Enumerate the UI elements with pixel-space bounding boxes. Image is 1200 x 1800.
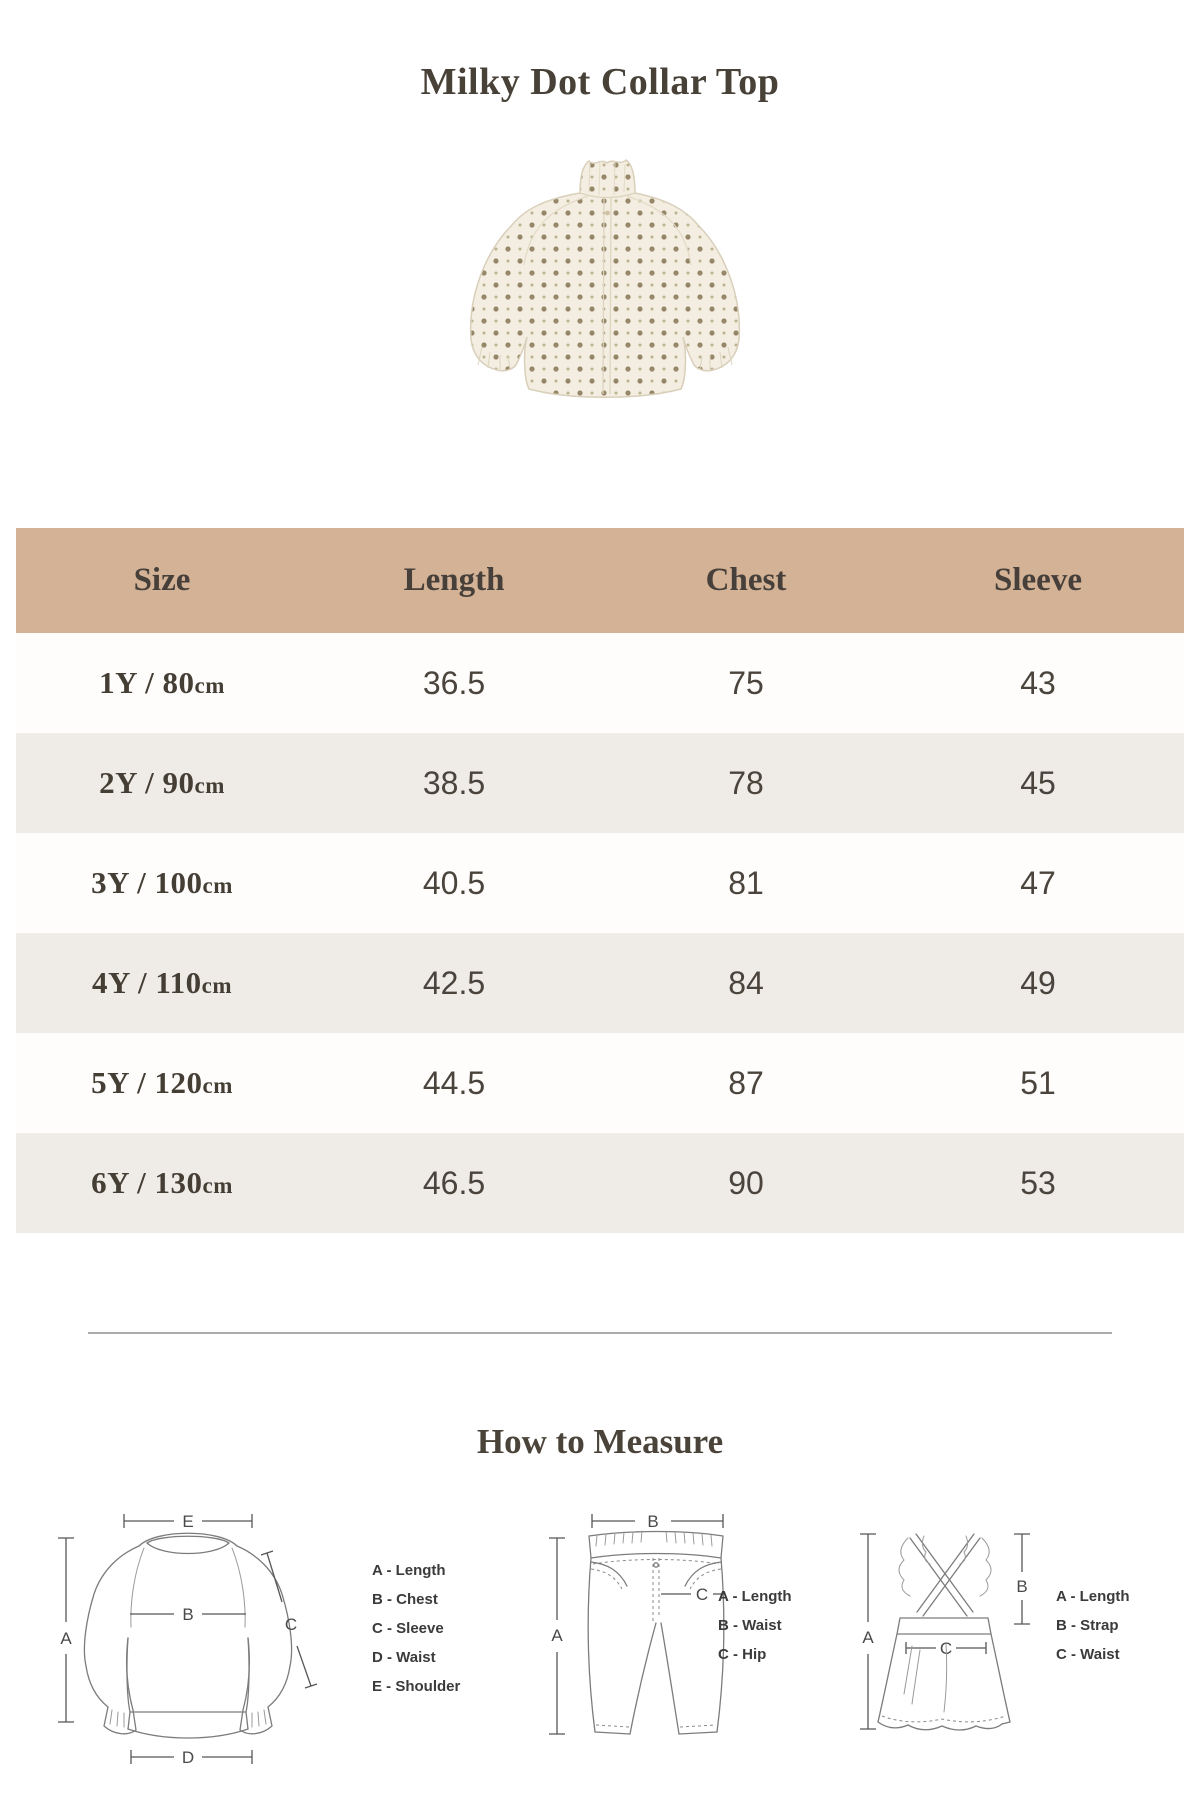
how-to-measure-title: How to Measure [476, 1422, 724, 1461]
marker-a: A [862, 1628, 874, 1647]
table-row: 2Y / 90cm 38.5 78 45 [16, 733, 1184, 833]
size-cell: 5Y / 120cm [16, 1065, 308, 1101]
size-unit: cm [202, 873, 233, 898]
chest-cell: 81 [728, 864, 764, 901]
product-image [469, 159, 741, 398]
size-value: 1Y / 80 [99, 665, 195, 700]
page-title: Milky Dot Collar Top [420, 61, 780, 103]
measure-diagram-pants: B A C [549, 1512, 725, 1735]
marker-b: B [647, 1512, 658, 1531]
size-cell: 4Y / 110cm [16, 965, 308, 1001]
legend-item: C - Waist [1056, 1646, 1120, 1663]
table-row: 3Y / 100cm 40.5 81 47 [16, 833, 1184, 933]
length-cell: 38.5 [422, 764, 486, 801]
length-cell: 46.5 [422, 1164, 486, 1201]
legend-top: A - Length B - Chest C - Sleeve D - Wais… [372, 1562, 460, 1707]
marker-c: C [696, 1585, 708, 1604]
sleeve-cell: 47 [1020, 864, 1056, 901]
size-unit: cm [201, 973, 232, 998]
measure-diagram-skirt: A B C [860, 1533, 1030, 1731]
size-cell: 3Y / 100cm [16, 865, 308, 901]
marker-a: A [60, 1629, 72, 1648]
table-row: 5Y / 120cm 44.5 87 51 [16, 1033, 1184, 1133]
length-cell: 44.5 [422, 1064, 486, 1101]
chest-cell: 75 [728, 664, 764, 701]
table-row: 1Y / 80cm 36.5 75 43 [16, 633, 1184, 733]
section-divider [88, 1332, 1112, 1334]
column-header-sleeve: Sleeve [994, 562, 1082, 598]
size-unit: cm [202, 1073, 233, 1098]
legend-pants: A - Length B - Waist C - Hip [718, 1588, 792, 1675]
chest-cell: 84 [728, 964, 764, 1001]
chest-cell: 87 [728, 1064, 764, 1101]
size-value: 3Y / 100 [91, 865, 203, 900]
sleeve-cell: 43 [1020, 664, 1056, 701]
size-cell: 6Y / 130cm [16, 1165, 308, 1201]
measure-diagram-top: E A B C D [58, 1512, 318, 1767]
sleeve-cell: 49 [1020, 964, 1056, 1001]
sleeve-cell: 51 [1020, 1064, 1056, 1101]
table-row: 6Y / 130cm 46.5 90 53 [16, 1133, 1184, 1233]
marker-e: E [182, 1512, 193, 1531]
size-value: 6Y / 130 [91, 1165, 203, 1200]
legend-item: A - Length [1056, 1588, 1130, 1605]
marker-c: C [285, 1615, 297, 1634]
size-value: 2Y / 90 [99, 765, 195, 800]
length-cell: 36.5 [422, 664, 486, 701]
legend-item: A - Length [718, 1588, 792, 1605]
legend-item: C - Hip [718, 1646, 767, 1663]
size-value: 4Y / 110 [91, 965, 202, 1000]
size-value: 5Y / 120 [91, 1065, 203, 1100]
legend-skirt: A - Length B - Strap C - Waist [1056, 1588, 1130, 1675]
marker-b: B [1016, 1577, 1027, 1596]
legend-item: D - Waist [372, 1649, 436, 1666]
length-cell: 42.5 [422, 964, 486, 1001]
table-row: 4Y / 110cm 42.5 84 49 [16, 933, 1184, 1033]
marker-d: D [182, 1748, 194, 1767]
chest-cell: 90 [728, 1164, 764, 1201]
size-table: Size Length Chest Sleeve 1Y / 80cm 36.5 … [16, 528, 1184, 1233]
legend-item: B - Chest [372, 1591, 438, 1608]
legend-item: A - Length [372, 1562, 446, 1579]
column-header-chest: Chest [705, 562, 787, 598]
legend-item: B - Strap [1056, 1617, 1119, 1634]
size-unit: cm [194, 673, 225, 698]
column-header-size: Size [133, 562, 191, 598]
column-header-length: Length [403, 562, 505, 598]
legend-item: B - Waist [718, 1617, 782, 1634]
chest-cell: 78 [728, 764, 764, 801]
marker-a: A [551, 1626, 563, 1645]
size-cell: 2Y / 90cm [16, 765, 308, 801]
size-unit: cm [202, 1173, 233, 1198]
size-cell: 1Y / 80cm [16, 665, 308, 701]
sleeve-cell: 53 [1020, 1164, 1056, 1201]
size-unit: cm [194, 773, 225, 798]
polka-dot-top-illustration [469, 159, 741, 398]
marker-b: B [182, 1605, 193, 1624]
legend-item: C - Sleeve [372, 1620, 444, 1637]
size-table-header: Size Length Chest Sleeve [16, 528, 1184, 633]
sleeve-cell: 45 [1020, 764, 1056, 801]
legend-item: E - Shoulder [372, 1678, 461, 1695]
length-cell: 40.5 [422, 864, 486, 901]
